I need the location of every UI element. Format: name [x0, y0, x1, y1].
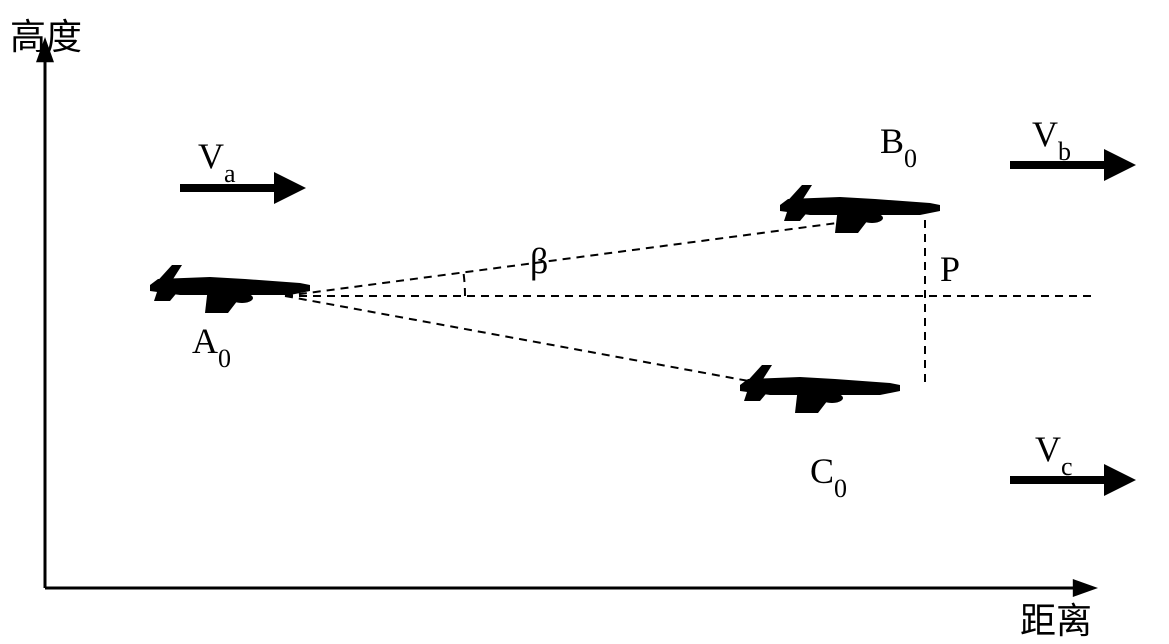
aircraft-a	[150, 265, 310, 313]
label-va: Va	[198, 135, 236, 183]
velocity-arrows	[180, 165, 1120, 480]
label-a0: A0	[192, 320, 231, 368]
aircraft-c	[740, 365, 900, 413]
construction-lines	[285, 218, 1095, 395]
label-vc: Vc	[1035, 428, 1073, 476]
angle-beta-arc	[463, 271, 465, 296]
aircraft-b	[780, 185, 940, 233]
x-axis-label: 距离	[1020, 592, 1092, 644]
y-axis-label: 高度	[10, 8, 82, 60]
label-b0: B0	[880, 120, 917, 168]
aircraft-geometry-diagram: 高度 距离 A0 B0 C0 Va Vb Vc β P	[0, 0, 1169, 636]
axes	[36, 37, 1098, 597]
label-vb: Vb	[1032, 113, 1071, 161]
diagram-svg	[0, 0, 1169, 636]
label-c0: C0	[810, 450, 847, 498]
label-beta: β	[530, 240, 548, 282]
label-p: P	[940, 248, 960, 290]
